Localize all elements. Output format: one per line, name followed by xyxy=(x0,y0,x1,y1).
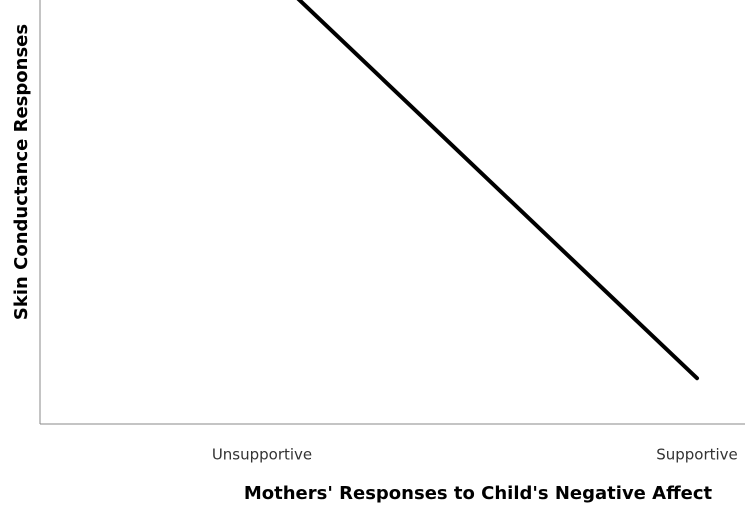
x-tick-label: Unsupportive xyxy=(212,446,312,464)
line xyxy=(296,0,699,381)
x-tick-label: Supportive xyxy=(656,446,738,464)
x-axis-title: Mothers' Responses to Child's Negative A… xyxy=(244,483,713,504)
y-axis-title: Skin Conductance Responses xyxy=(11,24,32,320)
